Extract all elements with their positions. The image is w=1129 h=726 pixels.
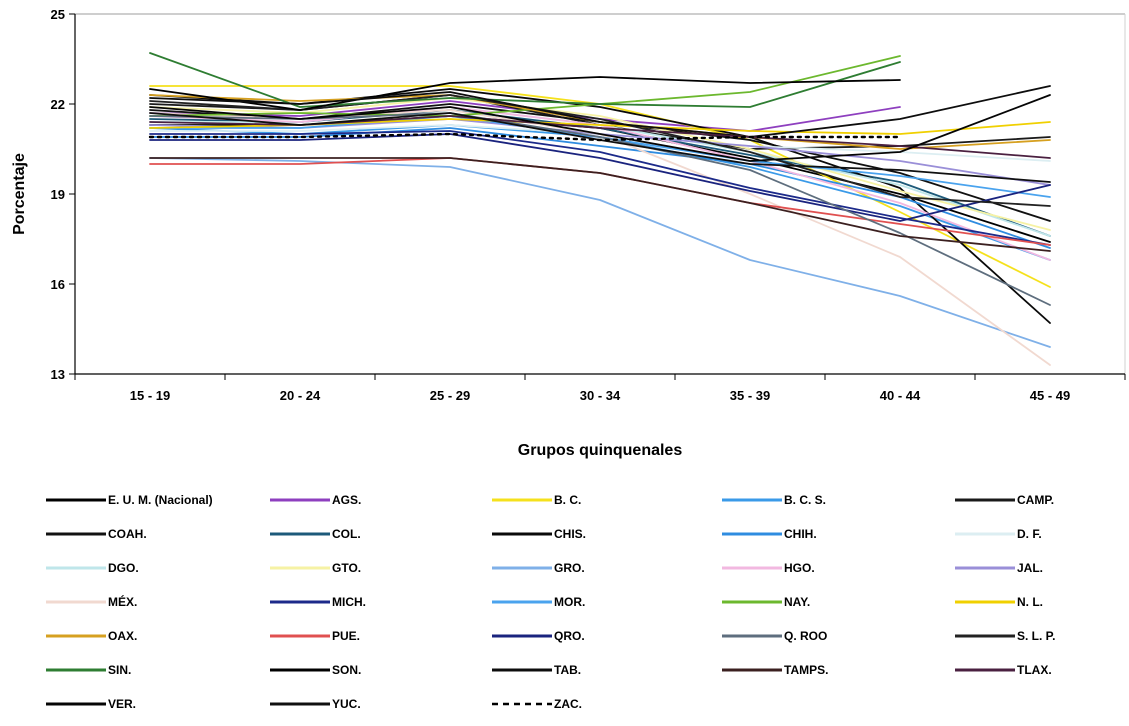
legend: E. U. M. (Nacional) AGS. B. C. B. C. S. CAMP… <box>46 493 1055 711</box>
legend-label: QRO. <box>554 629 585 643</box>
axes <box>69 13 1126 380</box>
y-tick-label: 25 <box>51 7 65 22</box>
legend-label: TAB. <box>554 663 581 677</box>
y-tick-label: 16 <box>51 277 65 292</box>
legend-label: CHIH. <box>784 527 817 541</box>
legend-label: MÉX. <box>108 594 137 609</box>
series-line <box>149 157 1051 348</box>
legend-label: CHIS. <box>554 527 586 541</box>
legend-label: TAMPS. <box>784 663 828 677</box>
y-tick-labels: 13 16 19 22 25 <box>51 7 65 382</box>
legend-label: E. U. M. (Nacional) <box>108 493 213 507</box>
legend-label: Q. ROO <box>784 629 827 643</box>
series-line <box>149 124 1051 162</box>
series-line <box>149 133 1051 222</box>
series-line <box>149 76 901 111</box>
legend-label: COAH. <box>108 527 147 541</box>
legend-label: GTO. <box>332 561 361 575</box>
legend-label: NAY. <box>784 595 810 609</box>
x-tick-label: 20 - 24 <box>280 388 321 403</box>
x-tick-labels: 15 - 19 20 - 24 25 - 29 30 - 34 35 - 39 40 - … <box>130 388 1070 403</box>
legend-label: COL. <box>332 527 361 541</box>
legend-label: ZAC. <box>554 697 582 711</box>
legend-label: B. C. <box>554 493 581 507</box>
series-line <box>149 52 901 108</box>
legend-label: GRO. <box>554 561 585 575</box>
series-lines <box>148 52 1051 366</box>
series-line <box>148 132 902 142</box>
legend-label: MICH. <box>332 595 366 609</box>
x-tick-label: 15 - 19 <box>130 388 170 403</box>
y-tick-label: 13 <box>51 367 65 382</box>
x-tick-label: 25 - 29 <box>430 388 470 403</box>
legend-label: JAL. <box>1017 561 1043 575</box>
y-tick-label: 19 <box>51 187 65 202</box>
x-tick-label: 45 - 49 <box>1030 388 1070 403</box>
y-tick-label: 22 <box>51 97 65 112</box>
legend-label: VER. <box>108 697 136 711</box>
series-line <box>149 157 1051 252</box>
series-line <box>149 130 1051 246</box>
x-tick-label: 35 - 39 <box>730 388 770 403</box>
legend-label: PUE. <box>332 629 360 643</box>
y-axis-title: Porcentaje <box>11 153 28 235</box>
legend-label: N. L. <box>1017 595 1043 609</box>
legend-label: YUC. <box>332 697 361 711</box>
legend-label: B. C. S. <box>784 493 826 507</box>
legend-label: OAX. <box>108 629 137 643</box>
series-line <box>149 85 1051 138</box>
legend-label: S. L. P. <box>1017 629 1055 643</box>
x-tick-label: 30 - 34 <box>580 388 621 403</box>
legend-label: D. F. <box>1017 527 1042 541</box>
legend-label: MOR. <box>554 595 585 609</box>
x-tick-label: 40 - 44 <box>880 388 921 403</box>
legend-label: TLAX. <box>1017 663 1052 677</box>
legend-label: SON. <box>332 663 361 677</box>
series-line <box>149 94 1051 162</box>
legend-label: DGO. <box>108 561 139 575</box>
plot-area <box>75 13 1126 374</box>
legend-label: AGS. <box>332 493 361 507</box>
legend-label: SIN. <box>108 663 131 677</box>
series-line <box>149 55 901 117</box>
legend-label: HGO. <box>784 561 815 575</box>
legend-label: CAMP. <box>1017 493 1054 507</box>
x-axis-title: Grupos quinquenales <box>518 442 683 459</box>
